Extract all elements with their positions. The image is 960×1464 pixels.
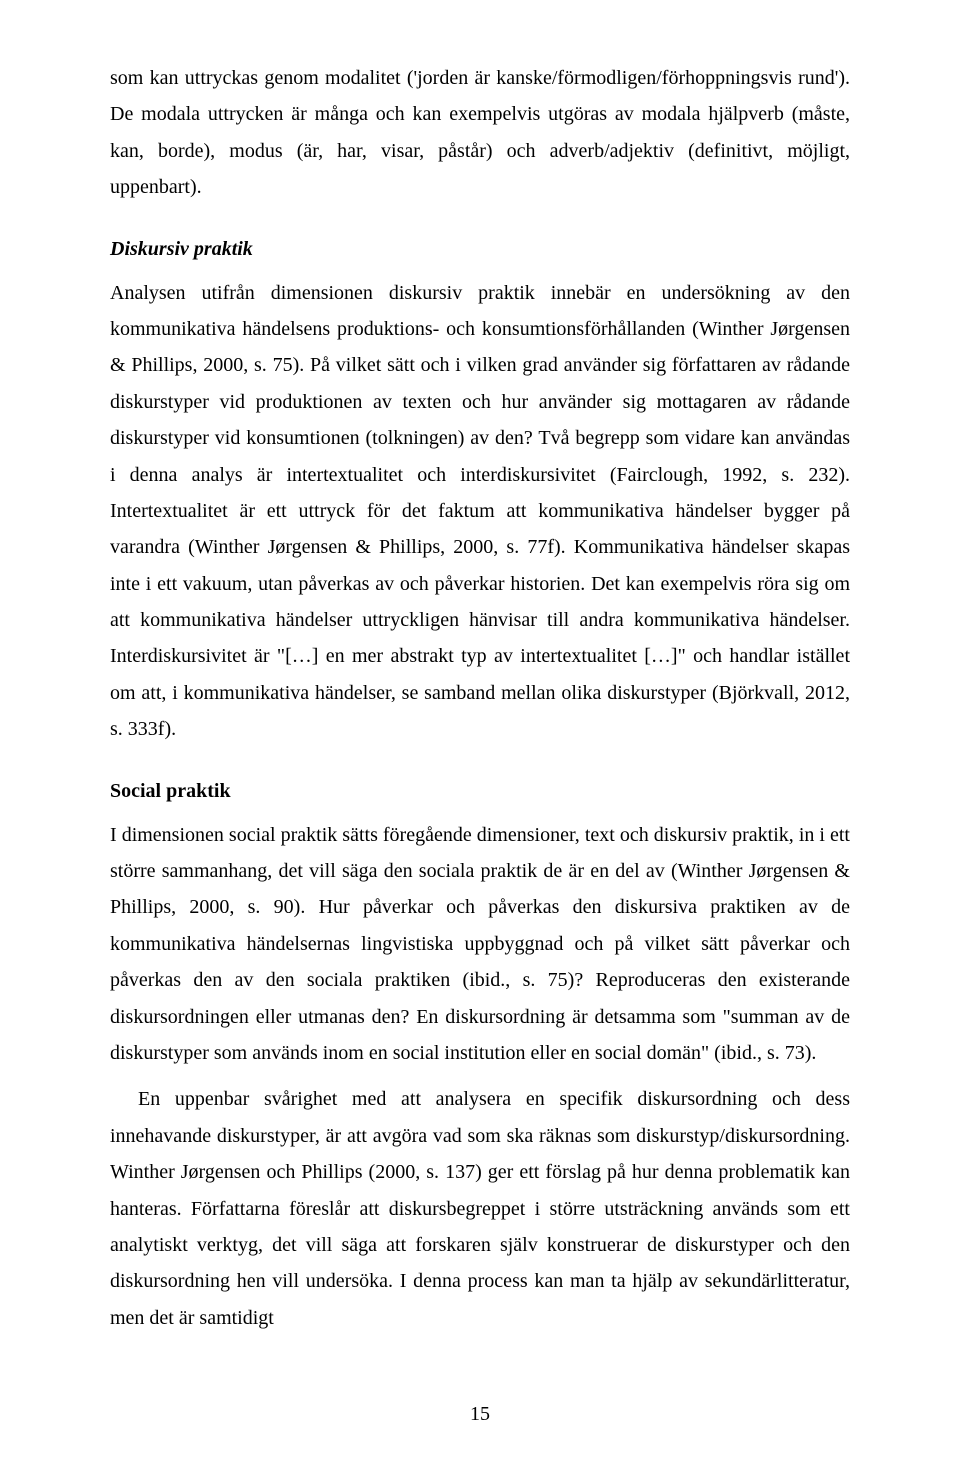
body-paragraph-3: I dimensionen social praktik sätts föreg…: [110, 817, 850, 1072]
body-paragraph-2: Analysen utifrån dimensionen diskursiv p…: [110, 275, 850, 748]
heading-diskursiv-praktik: Diskursiv praktik: [110, 238, 850, 261]
body-paragraph-4: En uppenbar svårighet med att analysera …: [110, 1081, 850, 1336]
section-gap: [110, 758, 850, 780]
heading-social-praktik: Social praktik: [110, 780, 850, 803]
page-number: 15: [0, 1403, 960, 1426]
body-paragraph-1: som kan uttryckas genom modalitet ('jord…: [110, 60, 850, 206]
section-gap: [110, 216, 850, 238]
document-page: som kan uttryckas genom modalitet ('jord…: [0, 0, 960, 1464]
